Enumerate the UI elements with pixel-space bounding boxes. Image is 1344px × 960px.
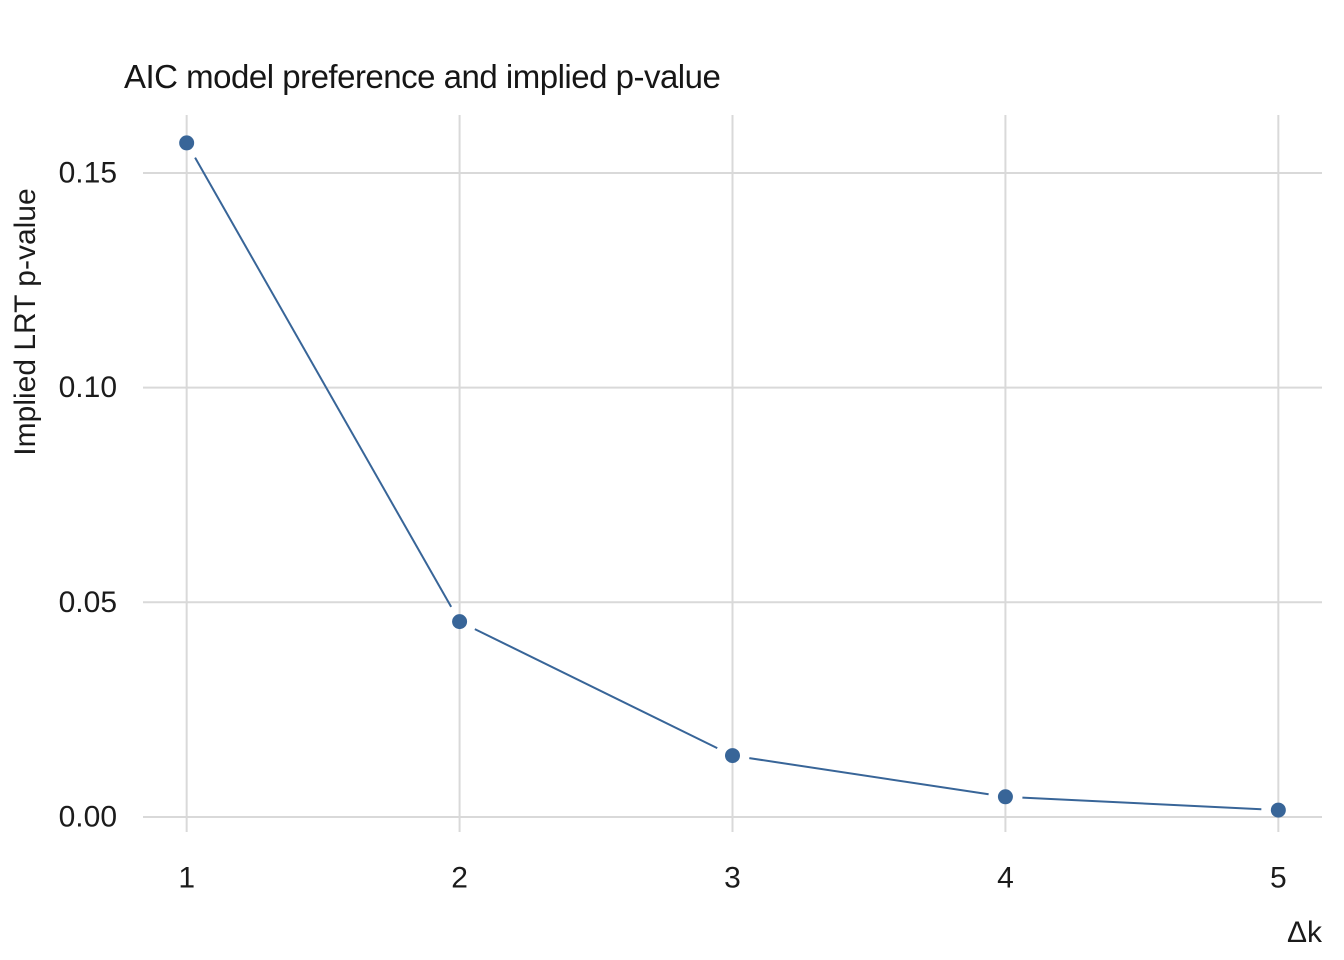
data-point (725, 748, 740, 764)
series-line-segment (1022, 796, 1262, 811)
y-tick-label: 0.15 (59, 156, 117, 189)
data-point (179, 135, 195, 151)
data-point (452, 614, 468, 630)
series-line-segment (194, 157, 453, 608)
x-tick-label: 3 (724, 862, 741, 895)
x-axis-label: Δk (1286, 916, 1322, 949)
data-point (997, 789, 1013, 805)
y-axis-label: Implied LRT p-value (9, 188, 42, 456)
y-tick-label: 0.05 (59, 586, 117, 619)
y-tick-label: 0.10 (59, 371, 117, 404)
x-tick-label: 1 (178, 862, 195, 895)
series-line-segment (749, 757, 989, 796)
x-tick-label: 5 (1270, 862, 1287, 895)
data-point (1270, 802, 1286, 818)
x-tick-label: 2 (451, 862, 468, 895)
series-line-segment (474, 628, 718, 749)
y-tick-label: 0.00 (59, 800, 117, 833)
x-tick-label: 4 (997, 862, 1014, 895)
chart-title: AIC model preference and implied p-value (124, 58, 721, 95)
